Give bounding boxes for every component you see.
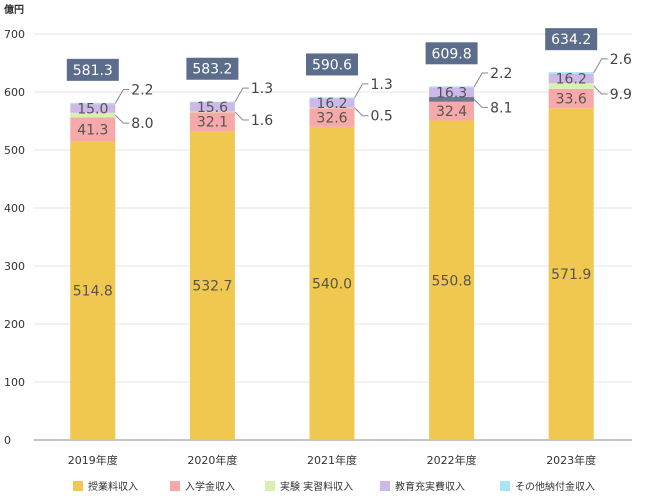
legend-swatch [380,481,390,491]
leader-line [114,88,130,104]
y-axis: 0 100 200 300 400 500 600 700 [4,28,25,447]
data-label: 41.3 [77,122,108,138]
bar-segment [70,112,116,118]
leader-line [473,99,489,108]
bar-segment [548,108,594,440]
data-label: 0.5 [371,109,393,125]
data-label: 32.1 [197,115,228,131]
data-label: 2.2 [131,82,153,98]
bar-segment [309,126,355,441]
bar-segment [189,111,235,113]
x-tick-label: 2020年度 [187,453,237,467]
bar-segment [429,87,475,98]
bar-segment [189,112,235,132]
leader-line [234,111,249,121]
data-label: 514.8 [73,284,113,300]
bar-segment [70,117,116,142]
y-tick-label: 300 [4,260,25,273]
x-tick-label: 2019年度 [68,453,118,467]
legend: 授業料収入 入学金収入 実験 実習料収入 教育充実費収入 その他納付金収入 [73,480,595,493]
data-label: 1.6 [251,113,273,129]
data-label: 540.0 [312,276,352,292]
legend-swatch [170,481,180,491]
legend-label: その他納付金収入 [515,480,595,493]
bar-segment [70,104,116,113]
data-label: 550.8 [432,273,472,289]
y-tick-label: 0 [4,434,11,447]
total-label: 609.8 [432,46,472,62]
data-label: 571.9 [551,267,591,283]
x-tick-label: 2023年度 [546,453,596,467]
y-tick-label: 200 [4,318,25,331]
bar-segment [429,97,475,102]
data-label: 2.2 [490,66,512,82]
y-tick-label: 700 [4,28,25,41]
data-label: 8.0 [131,116,153,132]
bar-segment [189,131,235,440]
bar-segment [309,97,355,99]
data-label: 32.6 [316,110,347,126]
data-label: 8.1 [490,100,512,116]
y-tick-label: 400 [4,202,25,215]
y-tick-label: 600 [4,86,25,99]
data-label: 16.3 [436,85,467,101]
total-label-box [186,57,239,80]
data-label: 15.6 [197,100,228,116]
bar-segment [189,102,235,112]
data-label: 32.4 [436,104,467,120]
bar-segment [429,101,475,121]
total-label: 583.2 [192,62,232,78]
leader-line [593,85,608,95]
legend-label: 授業料収入 [88,480,138,493]
data-label: 1.3 [251,81,273,97]
total-label-box [66,58,119,81]
total-label-box [306,53,358,76]
bar-segment [309,107,355,109]
leader-line [473,72,489,88]
bar-segment [548,83,594,89]
total-label: 634.2 [551,32,591,48]
bar-segment [429,120,475,440]
total-label: 590.6 [312,57,352,73]
total-label-box [545,28,598,51]
data-label: 1.3 [371,77,393,93]
bar-segment [70,141,116,440]
leader-line [593,58,608,74]
total-label: 581.3 [73,63,113,79]
y-tick-label: 500 [4,144,25,157]
bars: 514.8 41.3 15.0 2.2 8.0 581.3 532.7 32.115.6 1.3… [66,28,632,441]
legend-label: 実験 実習料収入 [280,480,353,493]
bar-segment [548,72,594,74]
data-label: 33.6 [556,92,587,108]
y-axis-unit: 億円 [4,3,24,16]
legend-label: 入学金収入 [185,480,235,493]
bar-segment [309,98,355,108]
legend-swatch [73,481,83,491]
bar-segment [70,102,116,105]
legend-swatch [265,481,275,491]
x-axis: 2019年度 2020年度 2021年度 2022年度 2023年度 [68,453,596,467]
data-label: 16.2 [556,71,587,87]
y-tick-label: 100 [4,376,25,389]
bar-segment [548,88,594,109]
bar-segment [548,73,594,84]
leader-line [234,87,249,103]
x-tick-label: 2022年度 [427,453,477,467]
data-label: 15.0 [77,101,108,117]
total-label-box [425,42,478,65]
data-label: 2.6 [610,52,632,68]
x-tick-label: 2021年度 [307,453,357,467]
data-label: 532.7 [192,279,232,295]
leader-line [354,83,369,99]
legend-label: 教育充実費収入 [395,480,465,493]
leader-line [114,114,130,124]
bar-segment [309,107,355,127]
data-label: 16.2 [316,96,347,112]
bar-segment [189,101,235,103]
leader-line [354,107,369,117]
legend-swatch [500,481,510,491]
bar-segment [429,86,475,88]
data-label: 9.9 [610,87,632,103]
